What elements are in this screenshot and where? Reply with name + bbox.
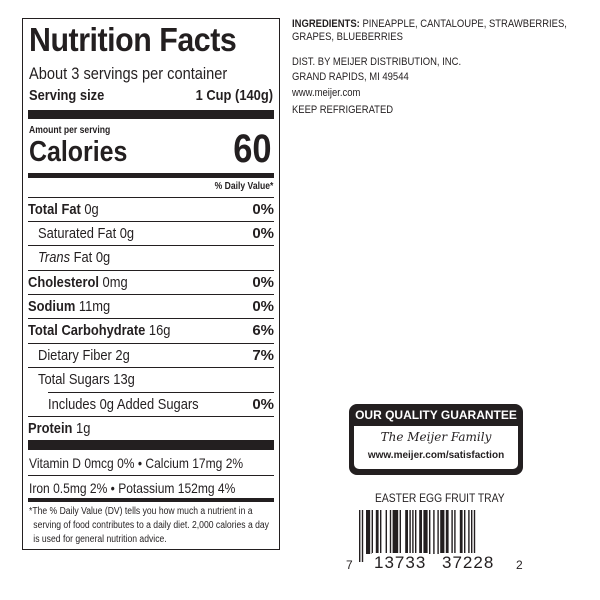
barcode-bar <box>445 510 449 554</box>
nutrient-row-dietary-fiber: Dietary Fiber 2g 7% <box>28 343 274 367</box>
thick-divider <box>28 440 274 450</box>
ingredients: INGREDIENTS: PINEAPPLE, CANTALOUPE, STRA… <box>292 18 567 43</box>
barcode <box>357 510 507 562</box>
nutrition-title: Nutrition Facts <box>29 21 237 58</box>
nutrient-row-total-carbohydrate: Total Carbohydrate 16g 6% <box>28 318 274 342</box>
signature: The Meijer Family <box>380 430 492 444</box>
storage-instruction: KEEP REFRIGERATED <box>292 104 394 116</box>
thick-divider <box>28 110 274 119</box>
barcode-bar <box>380 510 382 554</box>
barcode-bar <box>423 510 428 554</box>
product-name: EASTER EGG FRUIT TRAY <box>375 491 505 505</box>
barcode-bar <box>359 510 361 562</box>
nutrient-row-total-fat: Total Fat 0g 0% <box>28 197 274 221</box>
medium-divider <box>28 498 274 502</box>
serving-size-label: Serving size <box>29 87 105 104</box>
barcode-bar <box>468 510 470 554</box>
barcode-bar <box>459 510 463 554</box>
barcode-bar <box>389 510 392 554</box>
nutrient-row-total-sugars: Total Sugars 13g <box>28 367 274 391</box>
medium-divider <box>28 173 274 178</box>
barcode-bar <box>399 510 401 554</box>
divider <box>28 475 274 476</box>
barcode-bar <box>361 510 364 562</box>
barcode-bar <box>385 510 387 554</box>
barcode-digits-right: 37228 <box>440 553 497 573</box>
barcode-bar <box>464 510 466 554</box>
barcode-bar <box>451 510 453 554</box>
barcode-bar <box>415 510 417 554</box>
daily-value-header: % Daily Value* <box>214 181 273 192</box>
barcode-bar <box>366 510 371 554</box>
nutrient-row-saturated-fat: Saturated Fat 0g 0% <box>28 221 274 245</box>
nutrient-row-protein: Protein 1g <box>28 416 274 440</box>
barcode-bar <box>437 510 439 554</box>
barcode-bar <box>375 510 379 554</box>
servings-per-container: About 3 servings per container <box>29 64 228 83</box>
distributor-line-1: DIST. BY MEIJER DISTRIBUTION, INC. <box>292 56 462 68</box>
distributor-line-2: GRAND RAPIDS, MI 49544 <box>292 71 409 83</box>
nutrient-row-trans-fat: Trans Fat 0g <box>28 245 274 269</box>
barcode-digits-left: 13733 <box>372 553 429 573</box>
barcode-bar <box>392 510 399 554</box>
vitamins-line-2: Iron 0.5mg 2% • Potassium 152mg 4% <box>29 480 236 496</box>
calories-label: Calories <box>29 136 128 168</box>
barcode-bar <box>371 510 373 554</box>
guarantee-url[interactable]: www.meijer.com/satisfaction <box>367 450 505 461</box>
quality-guarantee-badge: OUR QUALITY GUARANTEE The Meijer Family … <box>349 404 523 475</box>
barcode-bar <box>405 510 408 554</box>
guarantee-heading: OUR QUALITY GUARANTEE <box>355 408 517 422</box>
nutrient-row-sodium: Sodium 11mg 0% <box>28 294 274 318</box>
barcode-bar <box>429 510 431 554</box>
calories-value: 60 <box>232 127 271 171</box>
website: www.meijer.com <box>292 87 361 99</box>
amount-per-serving: Amount per serving <box>29 125 111 136</box>
barcode-bar <box>409 510 411 554</box>
nutrient-row-added-sugars: Includes 0g Added Sugars 0% <box>48 392 274 416</box>
nutrition-facts-panel: Nutrition Facts About 3 servings per con… <box>22 18 280 550</box>
barcode-bar <box>454 510 456 554</box>
barcode-bar <box>419 510 422 562</box>
barcode-bar <box>440 510 445 554</box>
barcode-bar <box>412 510 414 554</box>
nutrient-row-cholesterol: Cholesterol 0mg 0% <box>28 270 274 294</box>
barcode-bar <box>433 510 435 554</box>
vitamins-line-1: Vitamin D 0mcg 0% • Calcium 17mg 2% <box>29 455 244 471</box>
barcode-bar <box>471 510 473 562</box>
barcode-digit-last: 2 <box>516 558 523 572</box>
serving-size-value: 1 Cup (140g) <box>195 87 273 104</box>
barcode-bar <box>473 510 476 562</box>
barcode-digit-first: 7 <box>346 558 353 572</box>
footnote: *The % Daily Value (DV) tells you how mu… <box>29 506 269 545</box>
